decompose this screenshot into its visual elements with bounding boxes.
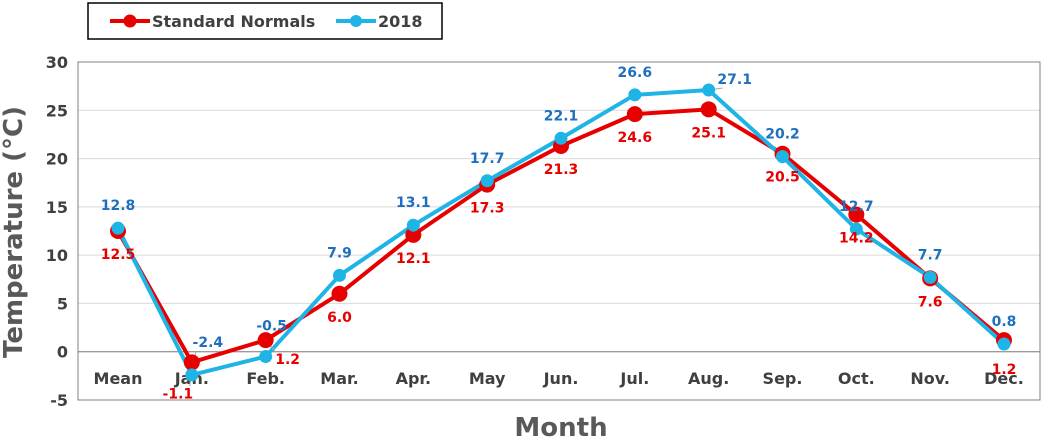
y-tick-label: 10 — [46, 246, 68, 265]
x-tick-label: Mar. — [320, 369, 358, 388]
y-tick-label: 30 — [46, 53, 68, 72]
series-2018-point — [702, 83, 716, 97]
series-2018-point — [333, 268, 346, 282]
plot-area-frame — [77, 61, 1041, 401]
standard-normals-data-label: 7.6 — [918, 294, 943, 310]
series-points — [110, 83, 1012, 382]
standard-normals-data-label: 17.3 — [470, 201, 505, 217]
legend-label-2018: 2018 — [378, 12, 423, 31]
x-tick-label: Dec. — [984, 369, 1024, 388]
series-2018-point — [480, 174, 494, 188]
standard-normals-point — [331, 285, 348, 302]
x-tick-label: Nov. — [910, 369, 950, 388]
series-2018-point — [628, 88, 642, 102]
y-tick-label: 20 — [46, 150, 68, 169]
y-tick-label: 25 — [46, 101, 68, 120]
series-data-labels: 12.5 -1.1 1.2 6.0 12.1 17.3 21.3 24.6 25.1 20.5 14… — [101, 65, 1017, 403]
series-2018-data-label: 13.1 — [396, 195, 431, 211]
series-2018-point — [849, 222, 863, 236]
x-tick-label: Mean — [94, 369, 143, 388]
y-tick-label: 5 — [57, 294, 68, 313]
legend-label-standard-normals: Standard Normals — [152, 12, 315, 31]
standard-normals-point — [626, 106, 643, 123]
x-axis-title: Month — [514, 413, 607, 442]
x-tick-label: Aug. — [688, 369, 729, 388]
series-2018-data-label: 22.1 — [544, 108, 579, 124]
series-2018-point — [111, 221, 125, 235]
standard-normals-point — [848, 206, 865, 223]
standard-normals-data-label: 12.5 — [101, 247, 136, 263]
series-2018-data-label: -2.4 — [193, 335, 224, 351]
series-2018-point — [406, 218, 420, 232]
series-2018-data-label: 12.7 — [839, 199, 874, 215]
standard-normals-data-label: 12.1 — [396, 251, 431, 267]
standard-normals-data-label: -1.1 — [163, 386, 194, 402]
series-2018-point — [923, 270, 937, 284]
series-2018-data-label: 26.6 — [618, 65, 653, 81]
series-2018-point — [554, 131, 568, 145]
standard-normals-data-label: 25.1 — [691, 125, 726, 141]
legend: Standard Normals 2018 — [87, 2, 443, 40]
series-2018-data-label: 7.7 — [918, 247, 943, 263]
standard-normals-data-label: 1.2 — [275, 352, 300, 368]
standard-normals-data-label: 14.2 — [839, 231, 874, 247]
x-axis-ticks: MeanJan.Feb.Mar.Apr.MayJun.Jul.Aug.Sep.O… — [94, 369, 1024, 388]
series-2018-data-label: 17.7 — [470, 151, 505, 167]
y-tick-label: 0 — [57, 343, 68, 362]
series-2018-data-label: 27.1 — [717, 72, 752, 88]
series-2018-data-label: 0.8 — [992, 314, 1017, 330]
y-axis-title: Temperature (°C) — [0, 106, 29, 358]
gridlines — [78, 61, 1040, 401]
standard-normals-point — [700, 101, 717, 118]
series-2018-data-label: 7.9 — [327, 245, 352, 261]
legend-item-standard-normals: Standard Normals — [110, 12, 315, 31]
standard-normals-data-label: 24.6 — [618, 130, 653, 146]
series-2018-point — [185, 368, 199, 382]
series-2018-data-label: -0.5 — [256, 319, 287, 335]
y-tick-label: 15 — [46, 198, 68, 217]
x-tick-label: Jul. — [619, 369, 649, 388]
standard-normals-data-label: 20.5 — [765, 170, 800, 186]
series-2018-point — [259, 350, 273, 364]
standard-normals-point — [257, 332, 274, 349]
series-2018-data-label: 20.2 — [765, 127, 800, 143]
x-tick-label: Jun. — [543, 369, 579, 388]
x-tick-label: Feb. — [246, 369, 285, 388]
x-tick-label: Sep. — [763, 369, 803, 388]
series-2018-point — [776, 150, 789, 164]
y-axis-ticks: -5 0 5 10 15 20 25 30 — [46, 53, 68, 410]
standard-normals-data-label: 21.3 — [544, 162, 579, 178]
legend-item-2018: 2018 — [336, 12, 423, 31]
x-tick-label: Oct. — [838, 369, 875, 388]
standard-normals-point — [183, 354, 200, 371]
series-2018-point — [997, 337, 1011, 351]
standard-normals-data-label: 6.0 — [327, 310, 352, 326]
series-2018-data-label: 12.8 — [101, 198, 136, 214]
standard-normals-data-label: 1.2 — [992, 362, 1017, 378]
standard-normals-point — [405, 226, 422, 243]
x-tick-label: May — [469, 369, 506, 388]
y-tick-label: -5 — [50, 391, 68, 410]
x-tick-label: Apr. — [396, 369, 432, 388]
